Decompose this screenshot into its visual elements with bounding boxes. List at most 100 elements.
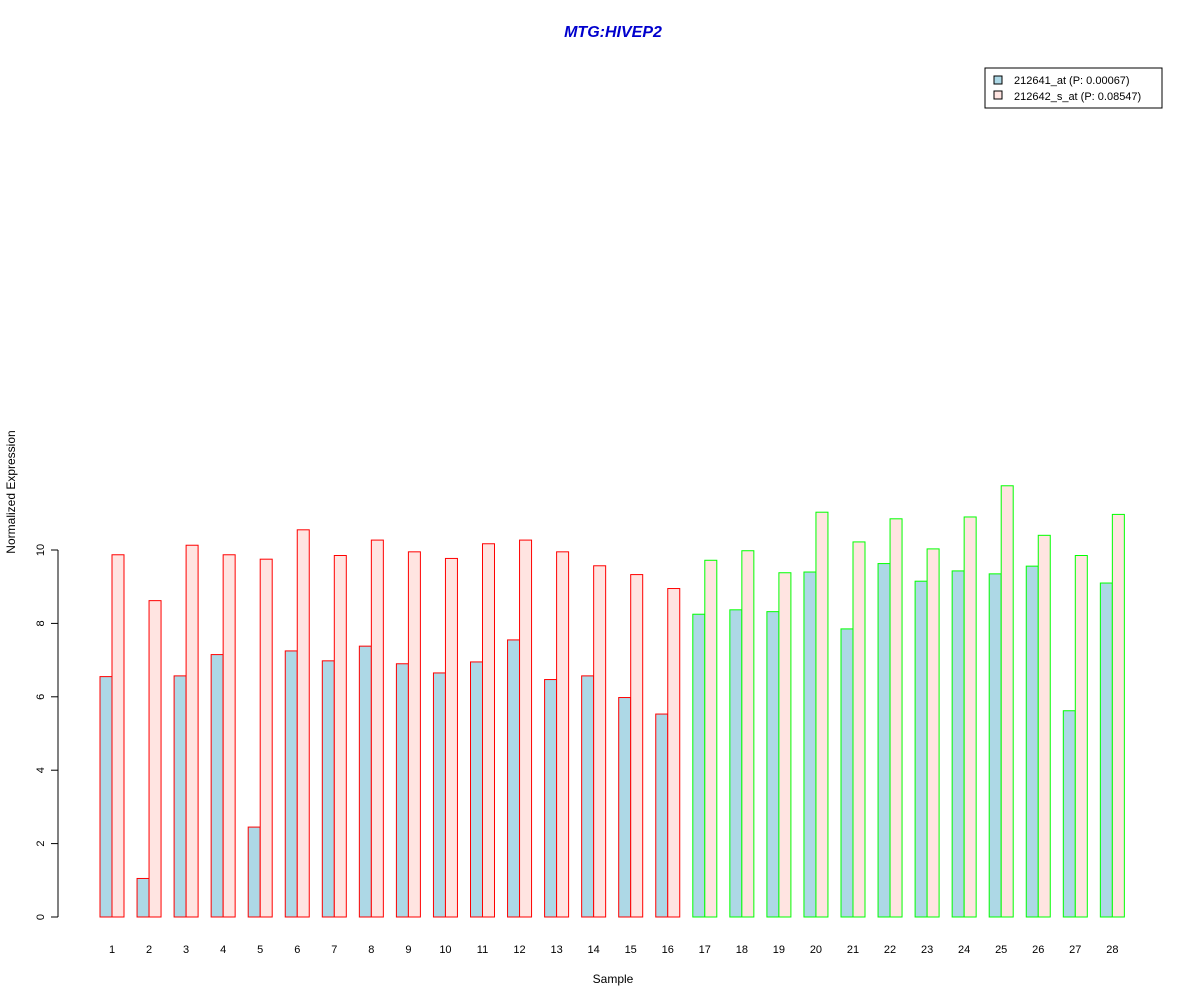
bar-212641-at-sample-23 — [914, 580, 928, 918]
bar-212642-s-at-sample-21 — [852, 541, 866, 918]
bar-212642-s-at-sample-13 — [556, 551, 570, 918]
bar-212641-at-sample-18 — [729, 609, 743, 918]
bar-212642-s-at-sample-25 — [1000, 485, 1014, 918]
y-tick-label-4: 4 — [35, 767, 47, 773]
bar-212641-at-sample-10 — [432, 672, 446, 918]
legend-label-212642-s-at: 212642_s_at (P: 0.08547) — [1014, 91, 1141, 103]
bar-212642-s-at-sample-10 — [444, 557, 458, 918]
bar-212642-s-at-sample-3 — [185, 544, 199, 918]
y-axis: 0 2 4 6 8 10 — [35, 544, 59, 920]
bar-212641-at-sample-16 — [655, 713, 669, 918]
chart-title: MTG:HIVEP2 — [564, 24, 662, 41]
bar-212641-at-sample-21 — [840, 628, 854, 918]
x-tick-label-1: 1 — [109, 944, 115, 956]
x-tick-label-4: 4 — [220, 944, 226, 956]
bar-212642-s-at-sample-14 — [593, 565, 607, 918]
bar-212641-at-sample-1 — [99, 676, 113, 918]
y-tick-label-8: 8 — [35, 620, 47, 626]
bar-212642-s-at-sample-24 — [963, 516, 977, 918]
bar-212642-s-at-sample-26 — [1037, 534, 1051, 918]
bar-212641-at-sample-25 — [988, 573, 1002, 918]
x-tick-label-28: 28 — [1106, 944, 1118, 956]
y-tick-label-2: 2 — [35, 841, 47, 847]
bar-212641-at-sample-13 — [544, 679, 558, 918]
bar-212641-at-sample-11 — [470, 661, 483, 918]
x-tick-label-2: 2 — [146, 944, 152, 956]
bar-212642-s-at-sample-12 — [519, 539, 533, 918]
x-axis: 1 2 3 4 5 6 7 8 9 10 11 12 13 14 15 16 17 18 19 20 21 22 23 24 2… — [109, 944, 1119, 956]
legend-swatch-212642-s-at — [993, 90, 1003, 100]
bar-212641-at-sample-27 — [1062, 710, 1076, 918]
bar-212641-at-sample-6 — [284, 650, 298, 918]
bar-212641-at-sample-3 — [173, 675, 187, 918]
bar-212642-s-at-sample-28 — [1111, 513, 1125, 918]
x-axis-label: Sample — [593, 972, 634, 986]
x-tick-label-17: 17 — [699, 944, 711, 956]
x-tick-label-11: 11 — [477, 944, 488, 956]
bar-212641-at-sample-8 — [358, 645, 372, 918]
bar-212641-at-sample-20 — [803, 571, 817, 918]
x-tick-label-3: 3 — [183, 944, 189, 956]
bar-212641-at-sample-22 — [877, 563, 891, 918]
bar-212641-at-sample-12 — [507, 639, 521, 918]
bar-212641-at-sample-24 — [951, 570, 965, 918]
x-tick-label-10: 10 — [439, 944, 451, 956]
bar-212641-at-sample-26 — [1025, 565, 1039, 918]
x-tick-label-18: 18 — [736, 944, 748, 956]
bar-212642-s-at-sample-20 — [815, 511, 829, 918]
x-tick-label-19: 19 — [773, 944, 785, 956]
bar-212642-s-at-sample-8 — [370, 539, 384, 918]
bar-212641-at-sample-15 — [618, 697, 632, 918]
bar-212642-s-at-sample-6 — [296, 529, 310, 918]
bar-212641-at-sample-5 — [247, 826, 261, 918]
bar-212641-at-sample-2 — [136, 877, 150, 918]
bar-212641-at-sample-17 — [692, 613, 706, 918]
x-tick-label-20: 20 — [810, 944, 822, 956]
bar-212642-s-at-sample-11 — [482, 543, 495, 918]
x-tick-label-25: 25 — [995, 944, 1007, 956]
x-tick-label-21: 21 — [847, 944, 859, 956]
x-tick-label-9: 9 — [405, 944, 411, 956]
x-tick-label-7: 7 — [331, 944, 337, 956]
bar-212642-s-at-sample-22 — [889, 518, 903, 918]
bars-group — [99, 485, 1125, 918]
bar-212641-at-sample-28 — [1099, 582, 1113, 918]
y-tick-label-10: 10 — [35, 544, 47, 556]
legend-label-212641-at: 212641_at (P: 0.00067) — [1014, 75, 1130, 87]
bar-212642-s-at-sample-19 — [778, 572, 792, 918]
bar-212641-at-sample-7 — [321, 660, 335, 918]
x-tick-label-22: 22 — [884, 944, 896, 956]
x-tick-label-27: 27 — [1069, 944, 1081, 956]
bar-212642-s-at-sample-17 — [704, 559, 718, 918]
bar-212642-s-at-sample-7 — [333, 555, 347, 918]
bar-212642-s-at-sample-4 — [222, 554, 236, 918]
bar-212642-s-at-sample-16 — [667, 588, 681, 918]
bar-212642-s-at-sample-18 — [741, 550, 755, 918]
bar-212642-s-at-sample-5 — [259, 558, 273, 918]
bar-212641-at-sample-19 — [766, 611, 780, 918]
legend-box — [984, 67, 1163, 109]
y-axis-label: Normalized Expression — [4, 430, 18, 553]
x-tick-label-26: 26 — [1032, 944, 1044, 956]
x-tick-label-16: 16 — [662, 944, 674, 956]
bar-212642-s-at-sample-1 — [111, 554, 125, 918]
x-tick-label-24: 24 — [958, 944, 970, 956]
x-tick-label-5: 5 — [257, 944, 263, 956]
x-tick-label-14: 14 — [588, 944, 600, 956]
x-tick-label-12: 12 — [513, 944, 525, 956]
x-tick-label-6: 6 — [294, 944, 300, 956]
bar-212641-at-sample-9 — [395, 663, 409, 918]
bar-212641-at-sample-14 — [581, 675, 595, 918]
legend: 212641_at (P: 0.00067) 212642_s_at (P: 0… — [984, 67, 1163, 109]
x-tick-label-13: 13 — [550, 944, 562, 956]
bar-212642-s-at-sample-23 — [926, 548, 940, 918]
bar-212642-s-at-sample-2 — [148, 600, 162, 918]
bar-212642-s-at-sample-27 — [1074, 555, 1088, 918]
bar-212641-at-sample-4 — [210, 654, 224, 918]
y-tick-label-6: 6 — [35, 694, 47, 700]
legend-swatch-212641-at — [993, 75, 1003, 85]
x-tick-label-15: 15 — [625, 944, 637, 956]
y-tick-label-0: 0 — [35, 914, 47, 920]
x-tick-label-23: 23 — [921, 944, 933, 956]
